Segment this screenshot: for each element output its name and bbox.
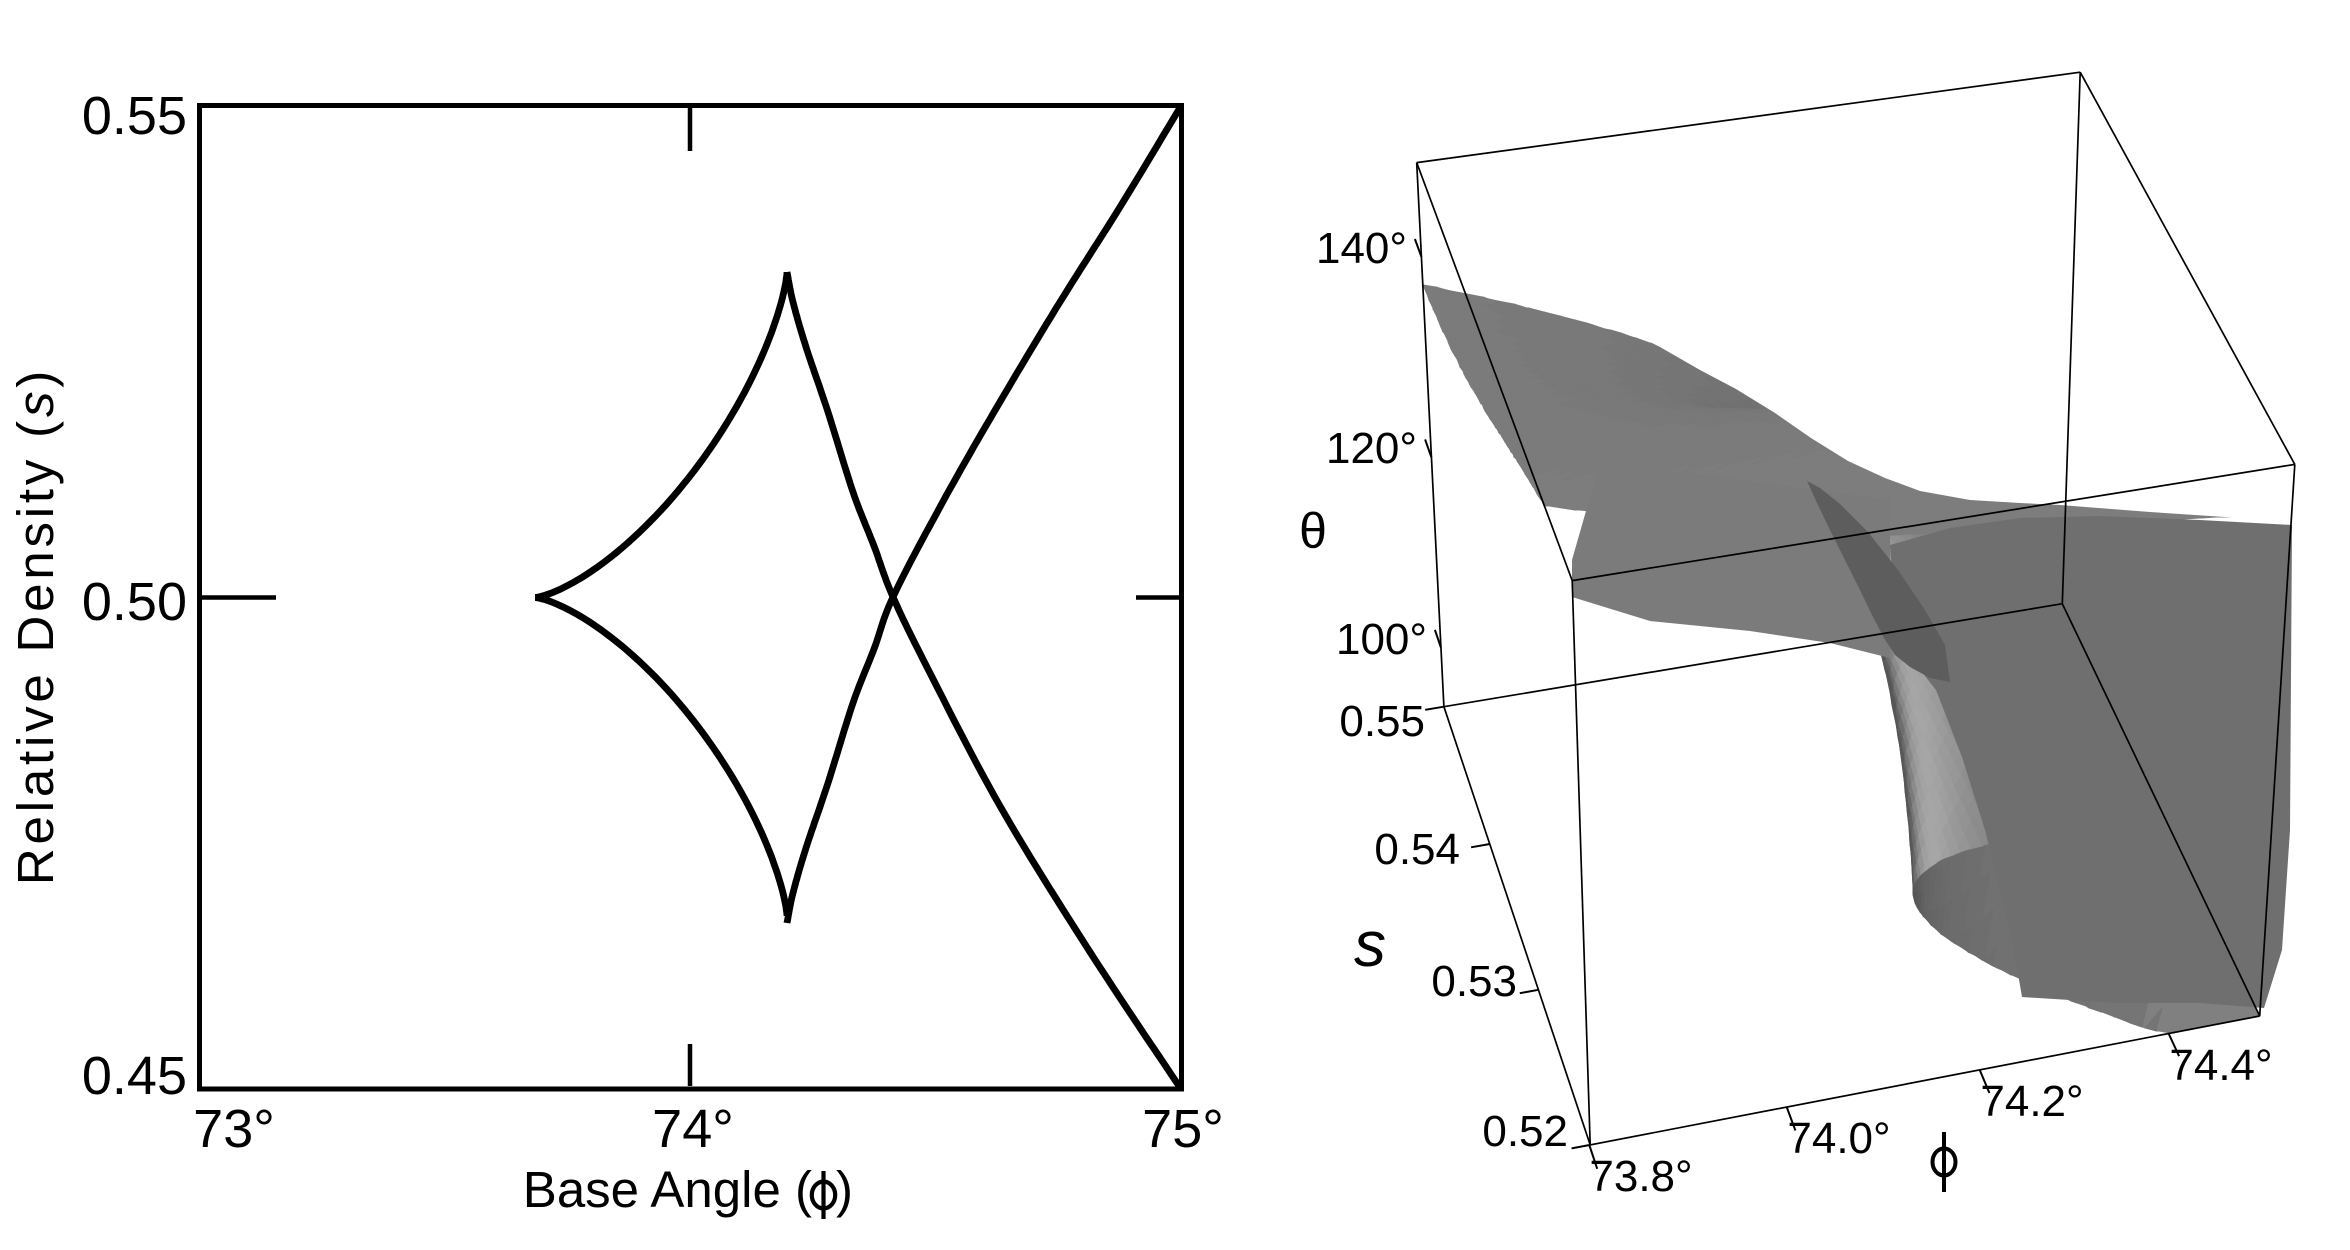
svg-text:0.50: 0.50 xyxy=(82,572,187,632)
svg-text:θ: θ xyxy=(1299,503,1327,559)
svg-text:0.55: 0.55 xyxy=(82,86,187,146)
svg-text:Relative Density (s): Relative Density (s) xyxy=(7,367,64,885)
svg-text:0.54: 0.54 xyxy=(1374,825,1460,874)
svg-text:0.52: 0.52 xyxy=(1482,1107,1568,1156)
svg-text:140°: 140° xyxy=(1316,224,1407,273)
svg-text:0.53: 0.53 xyxy=(1431,957,1517,1006)
svg-text:75°: 75° xyxy=(1142,1099,1224,1159)
svg-text:73°: 73° xyxy=(193,1099,275,1159)
svg-text:100°: 100° xyxy=(1336,615,1427,664)
svg-text:73.8°: 73.8° xyxy=(1589,1152,1692,1201)
svg-text:s: s xyxy=(1354,908,1386,980)
svg-text:74.2°: 74.2° xyxy=(1980,1077,2083,1126)
svg-text:): ) xyxy=(836,1161,853,1218)
svg-text:120°: 120° xyxy=(1326,424,1417,473)
svg-text:74.0°: 74.0° xyxy=(1787,1114,1890,1163)
svg-text:Base Angle (: Base Angle ( xyxy=(523,1161,812,1218)
svg-text:0.55: 0.55 xyxy=(1339,697,1425,746)
svg-text:0.45: 0.45 xyxy=(82,1046,187,1106)
svg-text:74°: 74° xyxy=(652,1099,734,1159)
svg-text:74.4°: 74.4° xyxy=(2169,1041,2272,1090)
